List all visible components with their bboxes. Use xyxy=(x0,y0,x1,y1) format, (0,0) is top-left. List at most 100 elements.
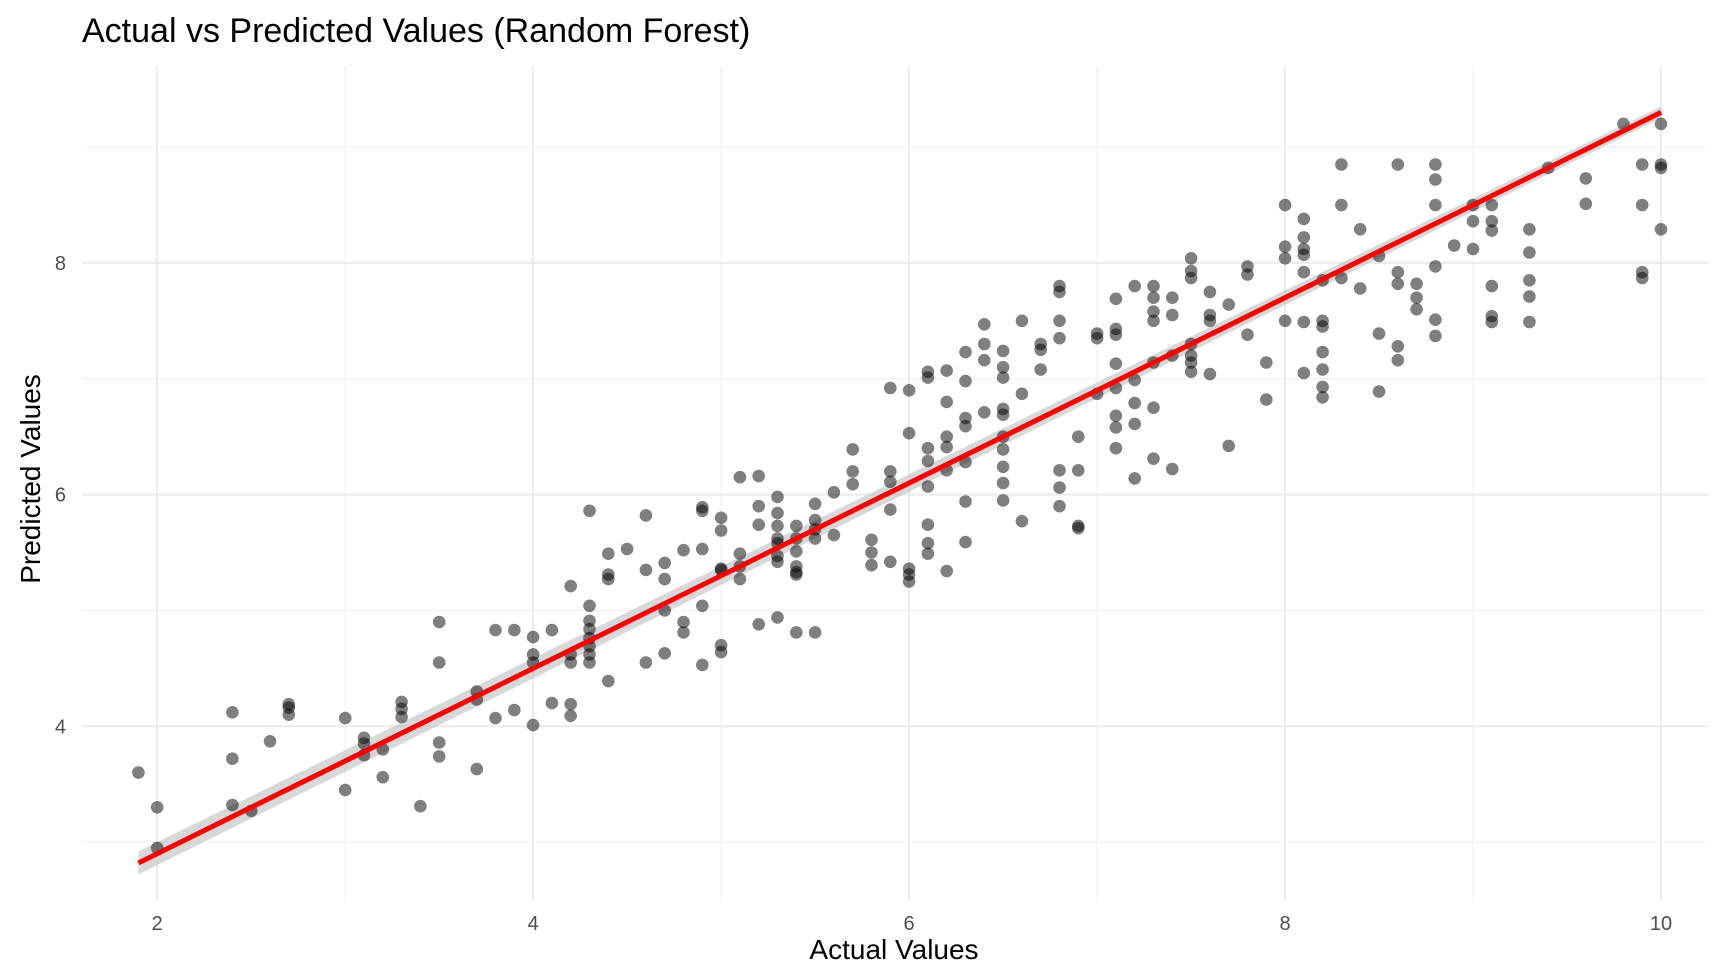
data-point xyxy=(132,766,145,779)
data-point xyxy=(940,430,953,444)
data-point xyxy=(1335,158,1348,171)
data-point xyxy=(508,703,521,717)
data-point xyxy=(620,542,634,556)
data-point xyxy=(583,599,596,613)
data-point xyxy=(545,696,559,710)
data-point xyxy=(696,542,709,556)
data-point xyxy=(677,626,690,639)
data-point xyxy=(1410,291,1423,305)
data-point xyxy=(978,406,991,419)
data-point xyxy=(1034,363,1047,376)
data-point xyxy=(1485,279,1499,293)
data-point xyxy=(1579,172,1593,185)
data-point xyxy=(1335,198,1348,212)
data-point xyxy=(959,535,972,549)
data-point xyxy=(357,737,371,750)
data-point xyxy=(752,618,765,631)
data-point xyxy=(1015,514,1029,528)
data-point xyxy=(338,711,352,725)
data-point xyxy=(996,460,1010,474)
data-point xyxy=(1466,214,1480,228)
data-point xyxy=(564,579,577,593)
data-point xyxy=(714,524,728,537)
data-point xyxy=(1222,298,1235,311)
data-point xyxy=(940,364,953,377)
data-point xyxy=(921,518,935,531)
data-point xyxy=(338,783,352,797)
data-point xyxy=(1109,357,1123,371)
data-point xyxy=(677,543,690,557)
data-point xyxy=(545,623,559,637)
data-point xyxy=(1147,452,1160,466)
data-point xyxy=(884,465,897,478)
data-point xyxy=(1184,271,1198,285)
data-point xyxy=(658,556,671,570)
data-point xyxy=(1166,462,1179,476)
data-point xyxy=(959,345,972,359)
data-point xyxy=(395,710,408,724)
data-point xyxy=(978,337,991,351)
data-point xyxy=(790,626,803,639)
data-point xyxy=(733,572,747,586)
data-point xyxy=(658,647,671,660)
y-tick-label: 4 xyxy=(55,716,66,738)
data-point xyxy=(1184,251,1198,265)
data-point xyxy=(771,519,784,533)
data-point xyxy=(865,546,878,559)
data-point xyxy=(639,563,653,577)
data-point xyxy=(1260,393,1273,406)
data-point xyxy=(1635,271,1649,285)
data-point xyxy=(808,532,822,545)
data-point xyxy=(1072,521,1085,535)
data-point xyxy=(1241,268,1254,281)
data-point xyxy=(733,547,747,560)
data-point xyxy=(902,575,916,588)
data-point xyxy=(1053,481,1066,494)
data-point xyxy=(921,547,935,560)
data-point xyxy=(1203,367,1217,381)
data-point xyxy=(1523,274,1536,287)
data-point xyxy=(940,564,953,578)
data-point xyxy=(1260,356,1273,369)
data-point xyxy=(921,371,935,384)
data-point xyxy=(376,770,390,784)
data-point xyxy=(808,497,822,511)
data-point xyxy=(1241,328,1254,342)
data-point xyxy=(846,443,859,456)
data-point xyxy=(432,750,446,763)
data-point xyxy=(827,486,841,499)
data-point xyxy=(564,697,577,711)
data-point xyxy=(677,615,690,629)
data-point xyxy=(940,395,953,409)
data-point xyxy=(1353,282,1367,295)
data-point xyxy=(470,762,484,776)
data-point xyxy=(1391,158,1405,171)
data-point xyxy=(921,441,935,455)
data-point xyxy=(1579,197,1593,211)
data-point xyxy=(150,801,164,814)
data-point xyxy=(1109,409,1123,423)
data-point xyxy=(1410,277,1423,291)
data-point xyxy=(808,626,822,639)
data-point xyxy=(1316,320,1329,333)
data-point xyxy=(1147,305,1160,318)
data-point xyxy=(940,440,953,454)
data-point xyxy=(1391,265,1405,279)
data-point xyxy=(1053,285,1066,299)
data-point xyxy=(1635,198,1649,212)
data-point xyxy=(1109,441,1123,455)
data-point xyxy=(696,599,709,613)
data-point xyxy=(1335,271,1348,285)
data-point xyxy=(771,611,784,624)
data-point xyxy=(1523,315,1536,329)
data-point xyxy=(1128,373,1141,387)
data-point xyxy=(639,656,653,669)
data-point xyxy=(602,572,615,586)
data-point xyxy=(1278,314,1292,328)
data-point xyxy=(489,623,502,637)
data-point xyxy=(996,360,1010,374)
data-point xyxy=(884,381,897,395)
data-point xyxy=(526,630,540,644)
data-point xyxy=(432,656,446,669)
data-point xyxy=(1053,464,1066,477)
